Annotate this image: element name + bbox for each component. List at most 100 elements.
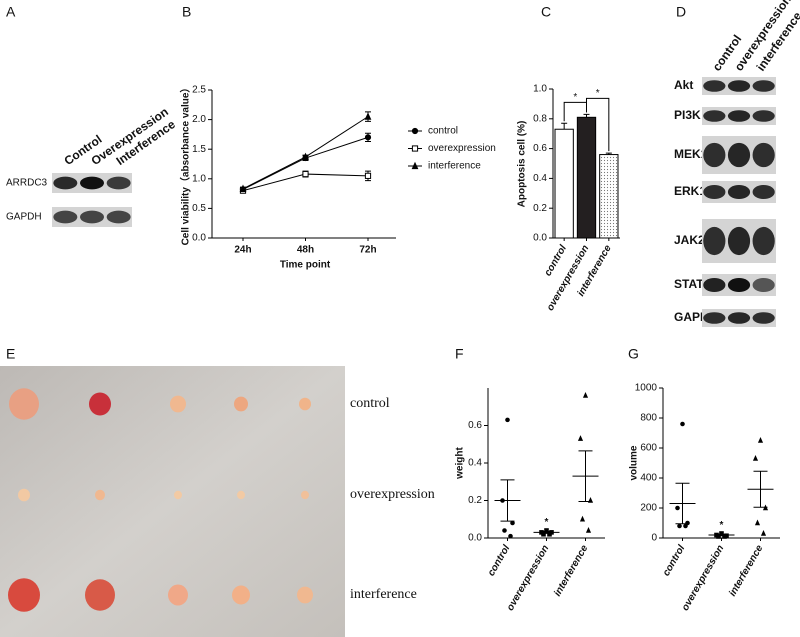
x-tick-label: interference	[552, 543, 590, 598]
tumor	[8, 578, 40, 612]
marker	[752, 454, 759, 461]
tumor	[89, 392, 111, 416]
blot-row-label: GAPDH	[6, 212, 42, 223]
legend-label: control	[428, 126, 458, 137]
marker	[411, 145, 419, 152]
error-bar	[539, 530, 554, 534]
y-tick-label: 2.5	[192, 85, 206, 96]
significance-bracket	[586, 97, 610, 152]
significance-label: *	[573, 92, 577, 103]
tumor	[232, 585, 250, 605]
blot-band	[752, 110, 775, 122]
x-axis-label: Time point	[280, 260, 331, 271]
blot-band	[703, 312, 726, 324]
y-tick-label: 200	[640, 503, 657, 514]
blot-band	[703, 226, 726, 256]
blot-band	[80, 210, 104, 224]
error-bar	[605, 152, 612, 155]
blot-row-label: STAT3	[674, 277, 711, 291]
blot-band	[752, 312, 775, 324]
blot-band	[703, 142, 726, 168]
error-bar	[714, 533, 729, 537]
x-tick-label: control	[661, 543, 688, 578]
blot-band	[752, 277, 775, 293]
marker	[411, 127, 419, 135]
blot-band	[752, 226, 775, 256]
y-tick-label: 0.0	[533, 233, 547, 244]
y-tick-label: 0.8	[533, 113, 547, 124]
photo-row-label: interference	[350, 587, 417, 602]
line	[242, 136, 369, 190]
error-bar	[561, 122, 568, 130]
significance-label: *	[720, 520, 724, 531]
error-bar	[583, 113, 590, 118]
y-tick-label: 400	[640, 473, 657, 484]
bar	[554, 128, 574, 239]
y-axis-label: weight	[455, 447, 466, 480]
marker	[364, 112, 372, 120]
blot-row-label: PI3K	[674, 108, 701, 122]
blot-band	[727, 226, 751, 256]
blot-row-label: JAK2	[674, 233, 705, 247]
blot-row-label: ARRDC3	[6, 178, 48, 189]
x-tick-label: 24h	[234, 245, 251, 256]
blot-row-label: Akt	[674, 78, 693, 92]
y-tick-label: 0.4	[468, 458, 482, 469]
tumor	[174, 490, 182, 500]
y-tick-label: 0.0	[468, 533, 482, 544]
x-tick-label: 72h	[359, 245, 376, 256]
blot-band	[752, 80, 775, 92]
marker	[683, 523, 688, 529]
blot-band	[727, 277, 751, 293]
x-tick-label: control	[486, 543, 513, 578]
y-tick-label: 0.5	[192, 203, 206, 214]
marker	[411, 161, 419, 170]
bar	[576, 116, 597, 239]
y-tick-label: 0.2	[468, 495, 482, 506]
error-bar	[500, 479, 515, 522]
panel-label: F	[455, 346, 464, 362]
marker	[675, 505, 680, 511]
tumor	[18, 488, 30, 502]
marker	[677, 523, 682, 529]
significance-label: *	[545, 517, 549, 528]
blot-band	[727, 110, 751, 122]
y-tick-label: 0.6	[468, 420, 482, 431]
blot-band	[106, 210, 131, 224]
y-tick-label: 1.0	[192, 173, 206, 184]
y-tick-label: 0.2	[533, 203, 547, 214]
blot-band	[703, 110, 726, 122]
marker	[364, 172, 372, 179]
blot-band	[727, 142, 751, 168]
panel-label: C	[541, 4, 551, 20]
marker	[302, 152, 309, 160]
chart: B Cell viability（absorbance value） 0.0 0.5 1…	[179, 4, 496, 271]
panel-label: A	[6, 4, 16, 20]
marker	[757, 436, 764, 443]
x-tick-label: overexpression	[505, 543, 551, 613]
marker	[510, 520, 515, 526]
marker	[760, 529, 767, 536]
blot-band	[752, 184, 775, 200]
marker	[502, 528, 507, 533]
photo-row-label: control	[350, 396, 390, 411]
y-tick-label: 2.0	[192, 114, 206, 125]
error-bar	[675, 482, 690, 525]
y-tick-label: 600	[640, 443, 657, 454]
x-tick-label: overexpression	[680, 543, 726, 613]
y-tick-label: 800	[640, 413, 657, 424]
y-tick-label: 0.0	[192, 233, 206, 244]
panel-label: E	[6, 346, 15, 362]
marker	[505, 417, 510, 423]
error-bar	[753, 470, 768, 508]
tumor	[85, 579, 115, 611]
tumor	[234, 396, 248, 412]
blot-band	[752, 142, 775, 168]
y-axis-label: Apoptosis cell (%)	[517, 121, 528, 208]
y-tick-label: 1.5	[192, 144, 206, 155]
x-tick-label: 48h	[297, 245, 314, 256]
tumor	[301, 490, 309, 500]
marker	[239, 184, 247, 192]
